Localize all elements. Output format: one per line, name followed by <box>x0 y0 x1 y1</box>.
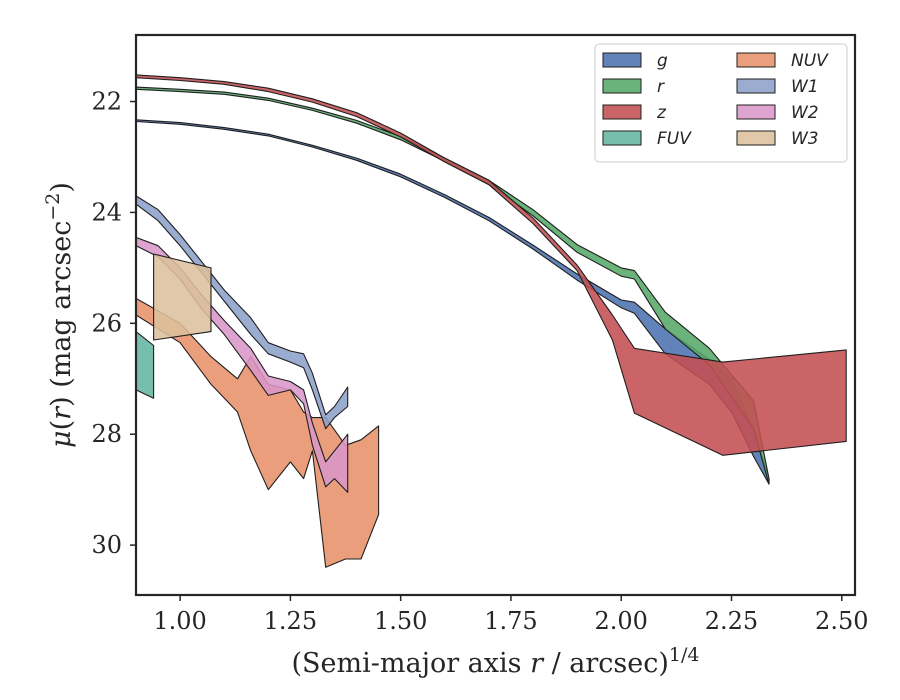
band-r <box>136 86 770 485</box>
legend-swatch-g <box>602 52 642 68</box>
x-tick-label: 1.00 <box>153 607 206 635</box>
x-tick-label: 2.25 <box>705 607 758 635</box>
band-w3 <box>153 253 212 341</box>
y-axis-label: μ(r) (mag arcsec−2) <box>42 182 77 448</box>
plot-frame <box>134 33 857 597</box>
legend-swatch-w1 <box>736 78 776 94</box>
band-fuv <box>136 331 155 399</box>
x-axis: 1.00 1.25 1.50 1.75 2.00 2.25 2.50 <box>153 595 868 635</box>
y-tick-label: 30 <box>91 531 122 559</box>
legend: grz FUV NUV W1 W2 W3 <box>594 43 848 163</box>
legend-swatch-z <box>602 104 642 120</box>
x-axis-label: (Semi-major axis r / arcsec)1/4 <box>292 644 700 679</box>
legend-label-r: r <box>657 77 665 97</box>
series-bands <box>136 74 847 568</box>
legend-box <box>594 43 848 163</box>
y-tick-label: 26 <box>91 309 122 337</box>
legend-label-w2: W2 <box>791 103 819 123</box>
band-z <box>136 74 847 456</box>
legend-label-fuv: FUV <box>657 129 692 149</box>
legend-swatch-w3 <box>736 130 776 146</box>
legend-label-g: g <box>657 51 668 71</box>
legend-label-w1: W1 <box>791 77 819 97</box>
x-tick-label: 1.50 <box>374 607 427 635</box>
legend-label-z: z <box>656 103 667 123</box>
y-axis: 22 24 26 28 30 <box>91 88 136 559</box>
legend-swatch-nuv <box>736 52 776 68</box>
x-tick-label: 2.50 <box>815 607 868 635</box>
x-tick-label: 1.75 <box>484 607 537 635</box>
legend-swatch-w2 <box>736 104 776 120</box>
legend-label-nuv: NUV <box>791 51 829 71</box>
legend-swatch-fuv <box>602 130 642 146</box>
y-tick-label: 28 <box>91 420 122 448</box>
y-tick-label: 24 <box>91 198 122 226</box>
x-tick-label: 2.00 <box>594 607 647 635</box>
x-tick-label: 1.25 <box>264 607 317 635</box>
legend-label-w3: W3 <box>791 129 819 149</box>
legend-swatch-r <box>602 78 642 94</box>
y-tick-label: 22 <box>91 88 122 116</box>
